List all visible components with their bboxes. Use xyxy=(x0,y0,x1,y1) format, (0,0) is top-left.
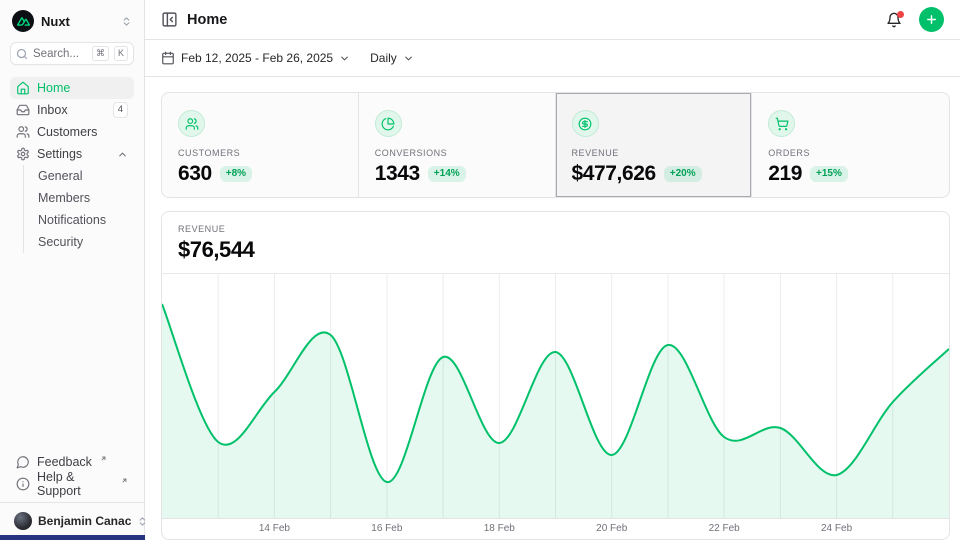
page-content: CUSTOMERS 630 +8% CONVERSIONS 1343 +14% xyxy=(145,77,960,540)
stat-card-conversions[interactable]: CONVERSIONS 1343 +14% xyxy=(359,93,556,197)
revenue-chart-card: REVENUE $76,544 14 Feb 16 Feb 18 Feb 20 Feb… xyxy=(161,211,950,540)
notification-dot xyxy=(897,11,904,18)
sidebar-item-customers[interactable]: Customers xyxy=(10,121,134,143)
x-axis-tick: 22 Feb xyxy=(709,523,740,534)
sidebar-divider xyxy=(0,502,144,503)
cart-icon xyxy=(768,110,795,137)
sidebar-item-members[interactable]: Members xyxy=(24,187,134,209)
stat-label: ORDERS xyxy=(768,148,933,158)
arrow-up-right-icon xyxy=(121,477,128,484)
users-icon xyxy=(16,125,30,139)
x-axis-tick: 14 Feb xyxy=(259,523,290,534)
collapse-sidebar-button[interactable] xyxy=(161,11,178,28)
kbd-k: K xyxy=(114,46,128,61)
chart-pie-icon xyxy=(375,110,402,137)
sidebar-item-security[interactable]: Security xyxy=(24,231,134,253)
inbox-count-badge: 4 xyxy=(113,102,128,118)
x-axis-tick: 16 Feb xyxy=(371,523,402,534)
inbox-icon xyxy=(16,103,30,117)
sidebar-item-general[interactable]: General xyxy=(24,165,134,187)
calendar-icon xyxy=(161,51,175,65)
panel-left-close-icon xyxy=(161,11,178,28)
sidebar-item-settings[interactable]: Settings xyxy=(10,143,134,165)
x-axis-tick: 18 Feb xyxy=(484,523,515,534)
x-axis-tick: 20 Feb xyxy=(596,523,627,534)
revenue-area-chart[interactable] xyxy=(162,274,949,519)
chart-x-axis: 14 Feb 16 Feb 18 Feb 20 Feb 22 Feb 24 Feb xyxy=(162,519,949,539)
circle-dollar-icon xyxy=(572,110,599,137)
nuxt-logo-icon xyxy=(12,10,34,32)
top-header: Home xyxy=(145,0,960,40)
workspace-name: Nuxt xyxy=(41,14,114,29)
sidebar-spacer xyxy=(10,253,134,451)
filters-toolbar: Feb 12, 2025 - Feb 26, 2025 Daily xyxy=(145,40,960,77)
stat-label: CUSTOMERS xyxy=(178,148,342,158)
kbd-cmd: ⌘ xyxy=(92,46,109,61)
chevrons-up-down-icon xyxy=(137,516,148,527)
arrow-up-right-icon xyxy=(100,455,107,462)
user-name: Benjamin Canac xyxy=(38,514,131,528)
avatar xyxy=(14,512,32,530)
add-button[interactable] xyxy=(919,7,944,32)
user-menu[interactable]: Benjamin Canac xyxy=(10,510,134,534)
page-title: Home xyxy=(187,12,875,28)
stat-card-orders[interactable]: ORDERS 219 +15% xyxy=(752,93,949,197)
home-icon xyxy=(16,81,30,95)
stat-value: $477,626 xyxy=(572,162,656,186)
stat-value: 630 xyxy=(178,162,212,186)
stat-delta-badge: +14% xyxy=(428,166,466,182)
search-placeholder: Search... xyxy=(33,48,87,60)
chevron-down-icon xyxy=(403,53,414,64)
stat-card-customers[interactable]: CUSTOMERS 630 +8% xyxy=(162,93,359,197)
stat-delta-badge: +8% xyxy=(220,166,252,182)
notifications-button[interactable] xyxy=(884,10,904,30)
info-icon xyxy=(16,477,30,491)
gear-icon xyxy=(16,147,30,161)
chart-header: REVENUE $76,544 xyxy=(162,212,949,274)
stat-delta-badge: +15% xyxy=(810,166,848,182)
stat-value: 1343 xyxy=(375,162,420,186)
x-axis-tick: 24 Feb xyxy=(821,523,852,534)
search-input[interactable]: Search... ⌘ K xyxy=(10,42,134,65)
users-icon xyxy=(178,110,205,137)
stat-label: REVENUE xyxy=(572,148,736,158)
chart-value: $76,544 xyxy=(178,237,933,263)
chevron-down-icon xyxy=(339,53,350,64)
date-range-button[interactable]: Feb 12, 2025 - Feb 26, 2025 xyxy=(161,51,350,65)
settings-subnav: General Members Notifications Security xyxy=(23,165,134,253)
stats-grid: CUSTOMERS 630 +8% CONVERSIONS 1343 +14% xyxy=(161,92,950,198)
sidebar-item-home[interactable]: Home xyxy=(10,77,134,99)
stat-card-revenue[interactable]: REVENUE $477,626 +20% xyxy=(556,93,753,197)
sidebar: Nuxt Search... ⌘ K Home xyxy=(0,0,145,540)
sidebar-nav: Home Inbox 4 Customers Settings xyxy=(10,77,134,253)
chevrons-up-down-icon xyxy=(121,16,132,27)
main-area: Home Feb 12, 2025 - Feb 26, 2025 xyxy=(145,0,960,540)
chevron-up-icon xyxy=(117,149,128,160)
chart-label: REVENUE xyxy=(178,224,933,234)
sidebar-item-notifications[interactable]: Notifications xyxy=(24,209,134,231)
stat-delta-badge: +20% xyxy=(664,166,702,182)
chart-svg xyxy=(162,274,949,519)
stat-value: 219 xyxy=(768,162,802,186)
bottom-edge-strip xyxy=(0,535,145,540)
date-range-label: Feb 12, 2025 - Feb 26, 2025 xyxy=(181,51,333,65)
period-select[interactable]: Daily xyxy=(370,51,414,65)
sidebar-item-inbox[interactable]: Inbox 4 xyxy=(10,99,134,121)
plus-icon xyxy=(925,13,938,26)
search-icon xyxy=(16,48,28,60)
sidebar-item-help-support[interactable]: Help & Support xyxy=(10,473,134,495)
message-circle-icon xyxy=(16,455,30,469)
stat-label: CONVERSIONS xyxy=(375,148,539,158)
app-window: Nuxt Search... ⌘ K Home xyxy=(0,0,960,540)
period-label: Daily xyxy=(370,51,397,65)
workspace-switcher[interactable]: Nuxt xyxy=(10,8,134,42)
